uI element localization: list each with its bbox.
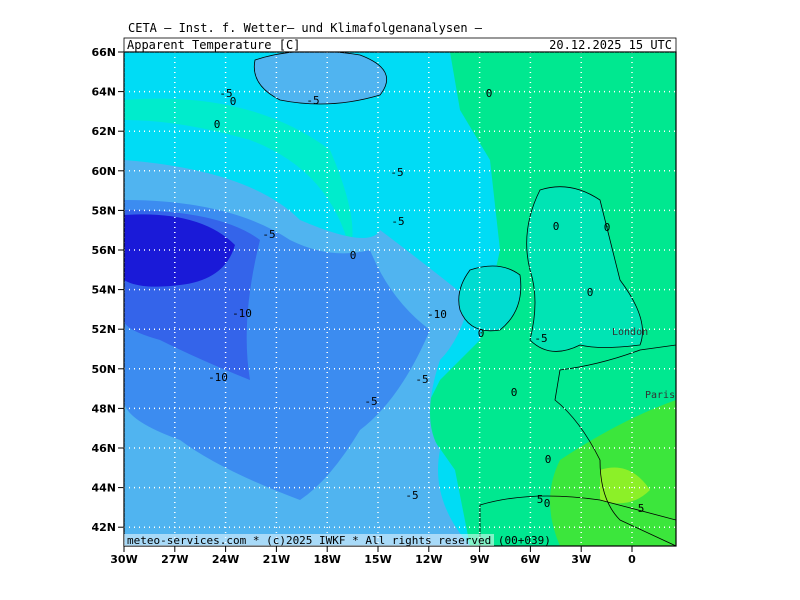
contour-label: -5 (306, 94, 319, 107)
lon-label: 0 (628, 553, 636, 566)
institute: CETA — Inst. f. Wetter— und Klimafolgena… (128, 21, 483, 35)
lat-label: 58N (91, 204, 116, 217)
city-label: Paris (645, 390, 675, 401)
footer: meteo-services.com * (c)2025 IWKF * All … (127, 534, 551, 547)
contour-label: 0 (230, 95, 237, 108)
contour-label: -10 (208, 371, 228, 384)
contour-label: 5 (537, 493, 544, 506)
contour-label: -5 (391, 215, 404, 228)
contour-label: 0 (350, 249, 357, 262)
lon-label: 24W (212, 553, 239, 566)
lon-label: 30W (110, 553, 137, 566)
lon-label: 3W (571, 553, 591, 566)
contour-label: 0 (214, 118, 221, 131)
lat-label: 42N (91, 521, 116, 534)
footer-box (124, 534, 494, 546)
lat-label: 46N (91, 442, 116, 455)
contour-label: 0 (604, 221, 611, 234)
contour-label: 0 (511, 386, 518, 399)
contour-label: -10 (232, 307, 252, 320)
lon-label: 18W (313, 553, 340, 566)
valid-time: 20.12.2025 15 UTC (549, 38, 672, 52)
lat-label: 60N (91, 165, 116, 178)
labels: 66N 64N 62N 60N 58N 56N 54N 52N 50N 48N 46N 44N 42N 3… (91, 46, 675, 566)
lat-label: 54N (91, 284, 116, 297)
contour-label: 5 (638, 502, 645, 515)
lat-label: 50N (91, 363, 116, 376)
contour-label: 0 (553, 220, 560, 233)
contour-label: -5 (262, 228, 275, 241)
lon-label: 6W (521, 553, 541, 566)
contour-label: 0 (587, 286, 594, 299)
lon-label: 27W (161, 553, 188, 566)
contour-label: 0 (486, 87, 493, 100)
lat-label: 66N (91, 46, 116, 59)
contour-label: -10 (427, 308, 447, 321)
lat-label: 44N (91, 482, 116, 495)
lat-label: 56N (91, 244, 116, 257)
contour-label: -5 (219, 87, 232, 100)
lat-label: 48N (91, 402, 116, 415)
lat-label: 62N (91, 125, 116, 138)
lon-label: 9W (470, 553, 490, 566)
contour-label: 0 (545, 453, 552, 466)
contour-label: -5 (364, 395, 377, 408)
contour-label: -5 (415, 373, 428, 386)
title: Apparent_Temperature [C] (127, 38, 300, 52)
city-label: London (612, 327, 648, 338)
lat-label: 64N (91, 86, 116, 99)
contour-label: -5 (405, 489, 418, 502)
contour-label: 0 (544, 497, 551, 510)
contour-label: 0 (478, 327, 485, 340)
lon-label: 21W (263, 553, 290, 566)
contour-label: -5 (390, 166, 403, 179)
lon-label: 15W (364, 553, 391, 566)
lat-label: 52N (91, 323, 116, 336)
lon-label: 12W (415, 553, 442, 566)
contour-label: -5 (534, 332, 547, 345)
